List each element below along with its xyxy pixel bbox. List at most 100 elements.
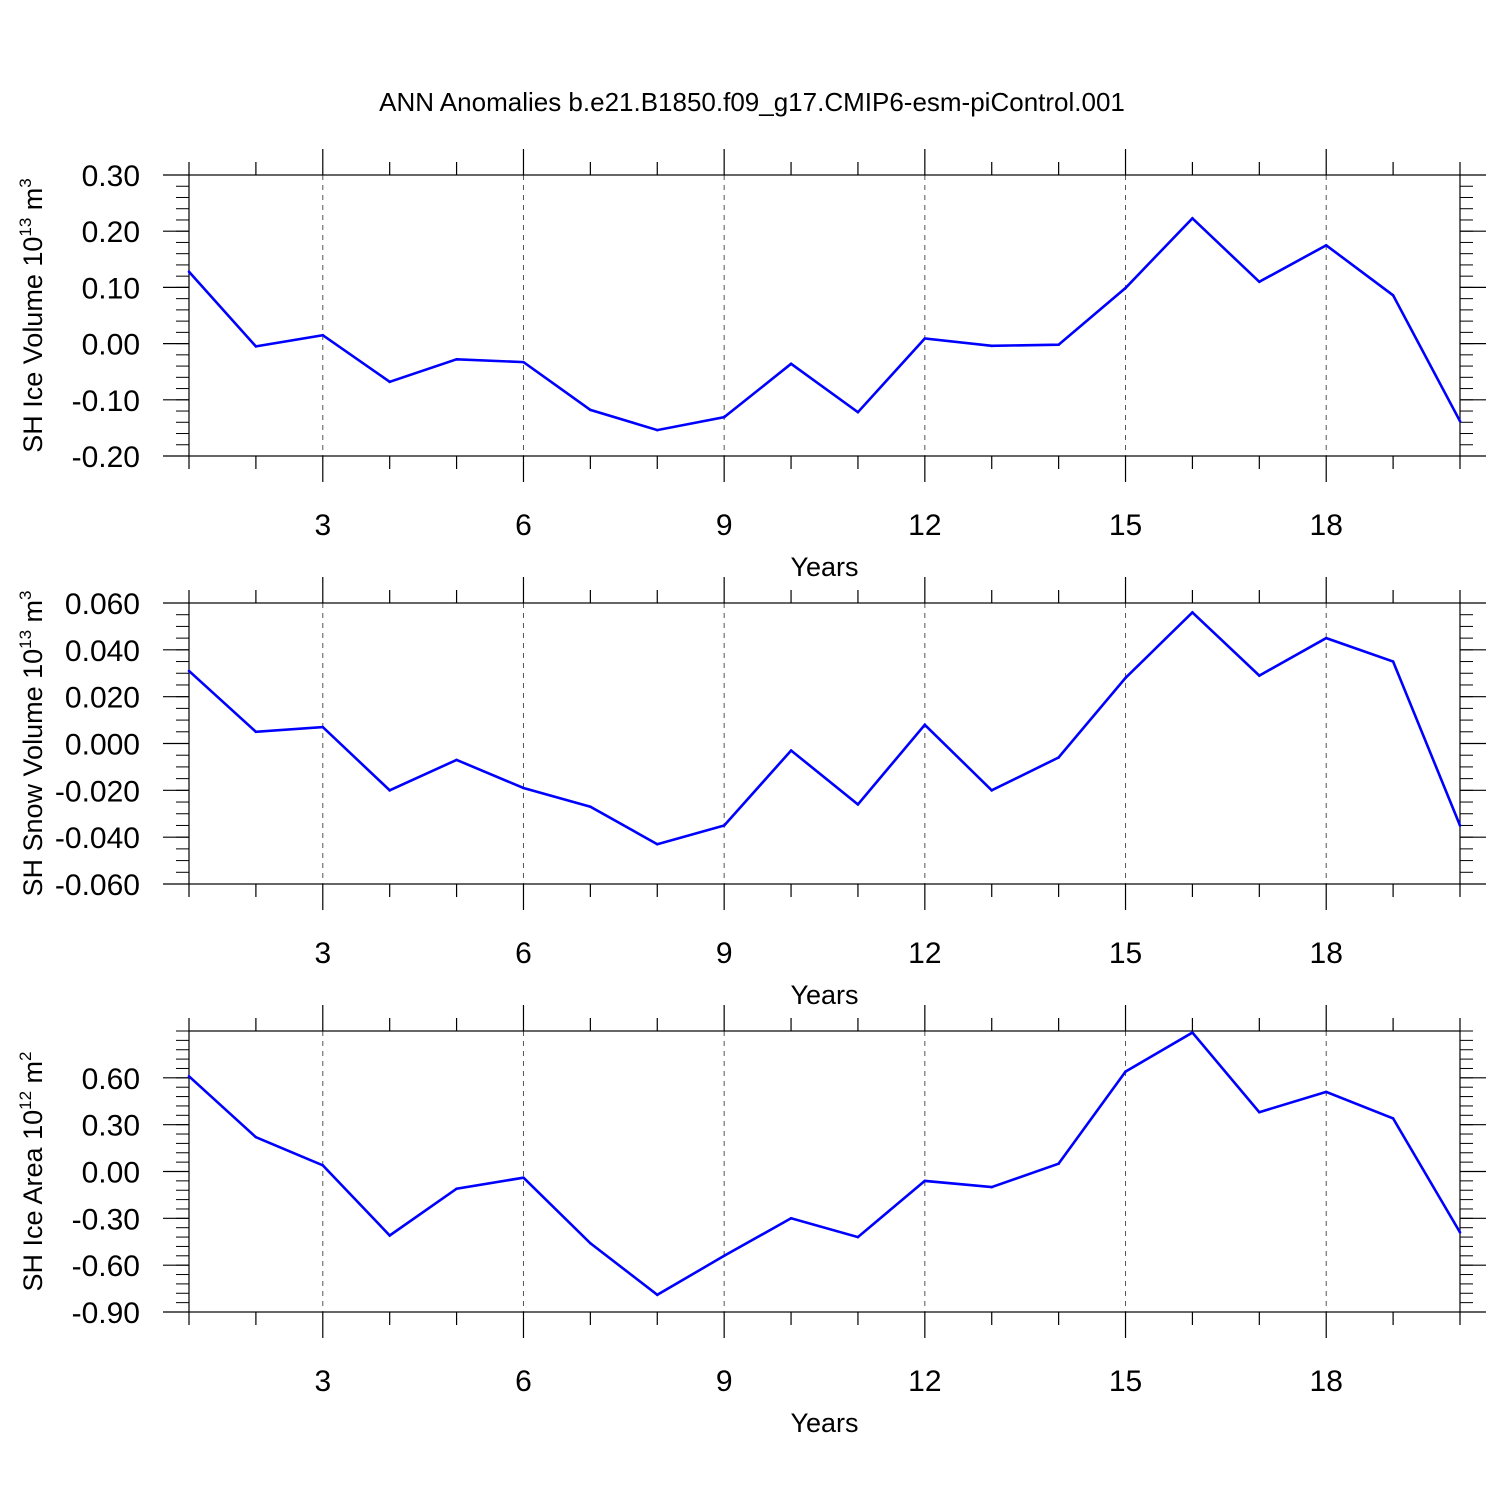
plot-frame — [188, 1030, 1461, 1313]
data-point — [1124, 1070, 1127, 1073]
data-point — [522, 1176, 525, 1180]
data-point — [321, 1163, 325, 1167]
y-tick-label: 0.000 — [65, 729, 140, 762]
data-point — [923, 723, 927, 727]
data-point — [522, 786, 525, 790]
data-point — [1458, 1231, 1462, 1234]
data-point — [254, 1135, 258, 1139]
data-point — [856, 1235, 860, 1239]
data-point — [722, 824, 726, 827]
data-point — [1258, 674, 1261, 677]
data-point — [990, 789, 994, 792]
data-point — [1324, 636, 1328, 640]
y-tick-label: -0.90 — [72, 1297, 140, 1330]
data-point — [655, 1293, 659, 1297]
data-point — [254, 345, 258, 348]
data-point — [1191, 216, 1194, 220]
data-point — [455, 1187, 458, 1190]
series-line — [188, 216, 1462, 432]
data-point — [789, 362, 793, 366]
x-tick-label: 15 — [1109, 509, 1142, 542]
data-point — [388, 789, 391, 792]
data-point — [856, 803, 860, 806]
x-tick-label: 12 — [908, 509, 941, 542]
data-point — [1124, 676, 1127, 680]
y-tick-label: -0.20 — [72, 441, 140, 474]
x-tick-label: 12 — [908, 1365, 941, 1398]
y-tick-label: -0.10 — [72, 385, 140, 418]
x-axis-label: Years — [790, 1408, 858, 1438]
data-point — [1391, 293, 1395, 297]
data-point — [722, 1254, 726, 1258]
y-tick-label: 0.060 — [65, 588, 140, 621]
y-tick-label: 0.020 — [65, 682, 140, 715]
x-tick-label: 9 — [716, 937, 733, 970]
y-axis-label: SH Snow Volume 1013 m3 — [16, 590, 48, 896]
chart-panel-2: -0.060 -0.040 -0.020 0.000 0.020 0.040 0.060 3 6… — [16, 577, 1486, 1010]
y-tick-label: -0.020 — [55, 775, 140, 808]
x-tick-label: 18 — [1310, 1365, 1343, 1398]
x-tick-label: 15 — [1109, 937, 1142, 970]
data-point — [1391, 1117, 1395, 1120]
x-tick-label: 3 — [314, 937, 331, 970]
y-tick-label: 0.00 — [82, 1157, 140, 1190]
data-point — [856, 410, 860, 414]
y-tick-label: 0.30 — [82, 160, 140, 193]
x-tick-label: 6 — [515, 1365, 532, 1398]
data-point — [1191, 611, 1194, 614]
y-tick-label: -0.040 — [55, 822, 140, 855]
y-tick-label: 0.10 — [82, 272, 140, 305]
y-tick-label: -0.060 — [55, 869, 140, 902]
data-point — [789, 749, 793, 752]
data-point — [388, 380, 391, 384]
chart-panel-3: -0.90 -0.60 -0.30 0.00 0.30 0.60 3 6 9 12 15 18 Year… — [16, 1005, 1486, 1438]
data-point — [923, 1179, 927, 1183]
data-point — [187, 1074, 191, 1078]
y-axis-label: SH Ice Area 1012 m2 — [16, 1052, 48, 1292]
x-tick-label: 9 — [716, 1365, 733, 1398]
data-point — [1258, 1110, 1261, 1114]
figure-title: ANN Anomalies b.e21.B1850.f09_g17.CMIP6-… — [379, 87, 1125, 117]
data-point — [990, 1185, 994, 1189]
x-tick-label: 15 — [1109, 1365, 1142, 1398]
data-point — [990, 344, 994, 348]
data-point — [1057, 343, 1060, 347]
data-point — [1124, 286, 1127, 290]
data-point — [1191, 1031, 1194, 1034]
x-axis-label: Years — [790, 552, 858, 582]
series-line — [188, 610, 1462, 846]
y-axis-label: SH Ice Volume 1013 m3 — [16, 178, 48, 453]
data-point — [655, 842, 659, 846]
data-point — [589, 1242, 592, 1245]
data-point — [1258, 280, 1261, 284]
data-point — [1057, 1162, 1060, 1165]
data-point — [1458, 419, 1462, 423]
x-tick-label: 6 — [515, 937, 532, 970]
data-point — [1391, 660, 1395, 663]
x-tick-label: 6 — [515, 509, 532, 542]
data-point — [455, 758, 458, 762]
panels: -0.20 -0.10 0.00 0.10 0.20 0.30 3 6 9 12 15 18 Years… — [16, 149, 1486, 1438]
y-tick-label: 0.040 — [65, 635, 140, 668]
data-point — [655, 428, 659, 432]
x-tick-label: 3 — [314, 1365, 331, 1398]
data-point — [1458, 824, 1462, 827]
x-tick-label: 18 — [1310, 509, 1343, 542]
data-point — [1057, 756, 1060, 759]
data-point — [589, 805, 592, 809]
data-point — [254, 730, 258, 734]
x-tick-label: 9 — [716, 509, 733, 542]
x-tick-label: 3 — [314, 509, 331, 542]
y-tick-label: -0.30 — [72, 1203, 140, 1236]
data-point — [722, 415, 726, 419]
y-tick-label: 0.30 — [82, 1110, 140, 1143]
data-point — [388, 1234, 391, 1237]
data-point — [1324, 1090, 1328, 1094]
data-point — [187, 270, 191, 273]
y-tick-label: 0.60 — [82, 1063, 140, 1096]
plot-frame — [188, 174, 1461, 457]
x-axis-label: Years — [790, 980, 858, 1010]
x-tick-label: 12 — [908, 937, 941, 970]
data-point — [321, 725, 325, 729]
